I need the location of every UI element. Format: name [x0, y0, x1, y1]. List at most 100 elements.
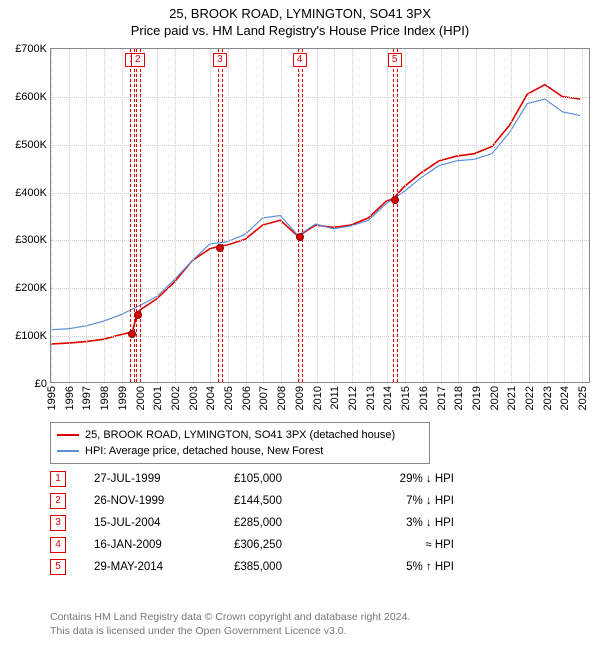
table-row: 5 29-MAY-2014 £385,000 5% ↑ HPI [50, 556, 474, 578]
sale-date: 16-JAN-2009 [94, 539, 234, 551]
sale-point [296, 233, 304, 241]
gridline-vertical [582, 49, 583, 382]
x-axis-label: 2002 [170, 386, 182, 410]
sale-marker-number: 5 [388, 53, 402, 67]
x-axis-label: 2017 [436, 386, 448, 410]
gridline-horizontal [51, 240, 589, 241]
gridline-vertical [476, 49, 477, 382]
sale-price: £144,500 [234, 495, 354, 507]
y-axis-label: £200K [15, 282, 47, 294]
sale-marker-line [393, 49, 394, 382]
gridline-horizontal [51, 288, 589, 289]
sale-marker-line [397, 49, 398, 382]
sale-number-box: 3 [50, 515, 66, 531]
gridline-vertical [122, 49, 123, 382]
gridline-vertical [246, 49, 247, 382]
footer-line: This data is licensed under the Open Gov… [50, 624, 410, 638]
sale-marker-line [140, 49, 141, 382]
sale-point [216, 244, 224, 252]
gridline-vertical [317, 49, 318, 382]
sale-point [391, 196, 399, 204]
legend-item: HPI: Average price, detached house, New … [57, 443, 423, 459]
gridline-vertical [352, 49, 353, 382]
x-axis-label: 2022 [524, 386, 536, 410]
sale-date: 26-NOV-1999 [94, 495, 234, 507]
title-block: 25, BROOK ROAD, LYMINGTON, SO41 3PX Pric… [0, 0, 600, 40]
sale-hpi-delta: 7% ↓ HPI [354, 495, 474, 507]
sale-price: £285,000 [234, 517, 354, 529]
gridline-vertical [423, 49, 424, 382]
legend-label: 25, BROOK ROAD, LYMINGTON, SO41 3PX (det… [85, 429, 395, 441]
sale-number-box: 5 [50, 559, 66, 575]
table-row: 3 15-JUL-2004 £285,000 3% ↓ HPI [50, 512, 474, 534]
y-axis-label: £100K [15, 330, 47, 342]
x-axis-label: 2019 [471, 386, 483, 410]
legend-swatch [57, 434, 79, 436]
subtitle: Price paid vs. HM Land Registry's House … [0, 23, 600, 38]
gridline-vertical [564, 49, 565, 382]
x-axis-label: 2000 [135, 386, 147, 410]
sale-point [134, 311, 142, 319]
x-axis-label: 2008 [276, 386, 288, 410]
gridline-vertical [263, 49, 264, 382]
sale-number-box: 4 [50, 537, 66, 553]
x-axis-label: 2007 [258, 386, 270, 410]
sale-date: 15-JUL-2004 [94, 517, 234, 529]
x-axis-label: 1996 [64, 386, 76, 410]
y-axis-label: £600K [15, 91, 47, 103]
attribution-footer: Contains HM Land Registry data © Crown c… [50, 610, 410, 638]
x-axis-label: 2023 [542, 386, 554, 410]
footer-line: Contains HM Land Registry data © Crown c… [50, 610, 410, 624]
y-axis-label: £300K [15, 234, 47, 246]
gridline-vertical [547, 49, 548, 382]
gridline-vertical [334, 49, 335, 382]
table-row: 1 27-JUL-1999 £105,000 29% ↓ HPI [50, 468, 474, 490]
x-axis-label: 2020 [489, 386, 501, 410]
x-axis-label: 2006 [241, 386, 253, 410]
sale-price: £105,000 [234, 473, 354, 485]
table-row: 4 16-JAN-2009 £306,250 ≈ HPI [50, 534, 474, 556]
x-axis-label: 2024 [559, 386, 571, 410]
x-axis-label: 2016 [418, 386, 430, 410]
x-axis-label: 1998 [99, 386, 111, 410]
sales-table: 1 27-JUL-1999 £105,000 29% ↓ HPI 2 26-NO… [50, 468, 474, 578]
address-title: 25, BROOK ROAD, LYMINGTON, SO41 3PX [0, 6, 600, 21]
sale-marker-number: 3 [213, 53, 227, 67]
gridline-vertical [529, 49, 530, 382]
x-axis-label: 1999 [117, 386, 129, 410]
x-axis-label: 2004 [205, 386, 217, 410]
y-axis-label: £500K [15, 139, 47, 151]
gridline-vertical [51, 49, 52, 382]
gridline-horizontal [51, 145, 589, 146]
x-axis-label: 2018 [453, 386, 465, 410]
x-axis-label: 2014 [382, 386, 394, 410]
y-axis-label: £400K [15, 187, 47, 199]
sale-marker-line [302, 49, 303, 382]
gridline-vertical [193, 49, 194, 382]
chart-plot-area: £0£100K£200K£300K£400K£500K£600K£700K199… [50, 48, 590, 383]
sale-point [128, 330, 136, 338]
x-axis-label: 2013 [365, 386, 377, 410]
sale-marker-number: 2 [131, 53, 145, 67]
x-axis-label: 1995 [46, 386, 58, 410]
legend-label: HPI: Average price, detached house, New … [85, 445, 323, 457]
sale-hpi-delta: ≈ HPI [354, 539, 474, 551]
gridline-vertical [210, 49, 211, 382]
gridline-vertical [228, 49, 229, 382]
sale-date: 27-JUL-1999 [94, 473, 234, 485]
sale-number-box: 1 [50, 471, 66, 487]
x-axis-label: 2015 [400, 386, 412, 410]
sale-marker-line [136, 49, 137, 382]
x-axis-label: 2005 [223, 386, 235, 410]
gridline-vertical [104, 49, 105, 382]
gridline-vertical [86, 49, 87, 382]
x-axis-label: 2010 [312, 386, 324, 410]
sale-hpi-delta: 29% ↓ HPI [354, 473, 474, 485]
x-axis-label: 2001 [152, 386, 164, 410]
sale-price: £306,250 [234, 539, 354, 551]
gridline-vertical [494, 49, 495, 382]
sale-price: £385,000 [234, 561, 354, 573]
chart-container: 25, BROOK ROAD, LYMINGTON, SO41 3PX Pric… [0, 0, 600, 650]
x-axis-label: 2011 [329, 386, 341, 410]
x-axis-label: 2009 [294, 386, 306, 410]
